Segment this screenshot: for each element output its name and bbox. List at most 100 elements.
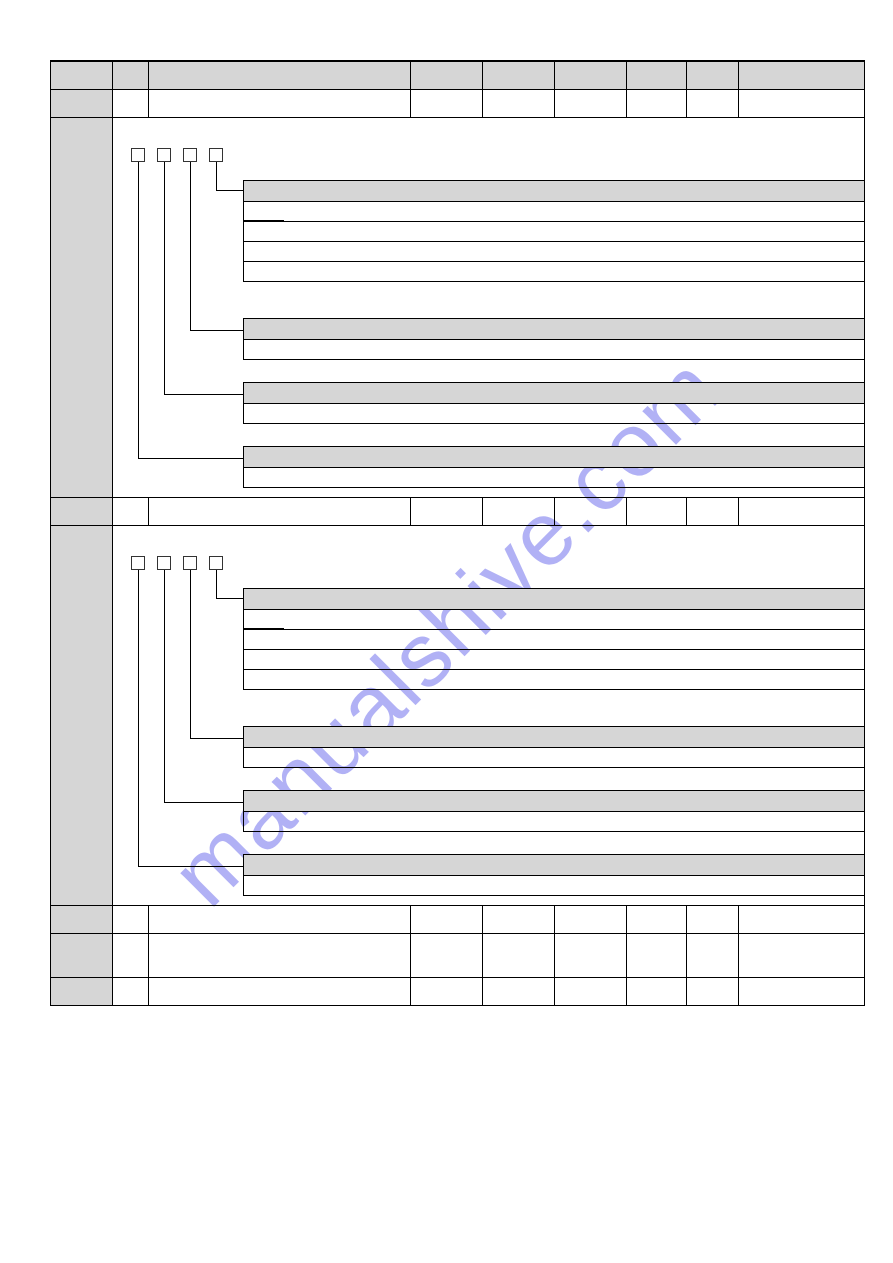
bit-group-header — [243, 382, 864, 404]
reset-cell — [687, 90, 739, 118]
bit-group — [243, 382, 864, 424]
default-cell — [555, 934, 627, 978]
bit-square — [209, 556, 223, 570]
bit-option-row — [243, 468, 864, 488]
range-cell — [411, 90, 483, 118]
connector-line — [216, 162, 217, 190]
connector-line — [164, 802, 243, 803]
bit-cell — [113, 90, 149, 118]
bit-option-row — [243, 630, 864, 650]
bit-group — [243, 318, 864, 360]
connector-line — [216, 570, 217, 598]
hdr-type — [739, 62, 865, 90]
table-header-row — [51, 62, 865, 90]
access-cell — [627, 90, 687, 118]
bit-option-row — [243, 670, 864, 690]
connector-line — [190, 162, 191, 330]
bitfield-diagram — [113, 118, 864, 497]
bit-square — [157, 148, 171, 162]
bit-option-row — [243, 812, 864, 832]
range-cell — [411, 934, 483, 978]
unit-cell — [483, 90, 555, 118]
default-cell — [555, 978, 627, 1006]
hdr-label — [149, 62, 411, 90]
bit-option-row — [243, 610, 864, 630]
access-cell — [627, 978, 687, 1006]
reg-row — [51, 934, 865, 978]
connector-line — [138, 866, 243, 867]
connector-line — [216, 598, 243, 599]
reset-cell — [687, 978, 739, 1006]
hdr-addr — [51, 62, 113, 90]
bitfield-diagram — [113, 526, 864, 905]
bit-option-row — [243, 748, 864, 768]
bit-option-code — [244, 202, 284, 221]
addr-cell — [51, 90, 113, 118]
addr-cell — [51, 934, 113, 978]
addr-cell — [51, 978, 113, 1006]
connector-line — [164, 162, 165, 394]
addr-cell — [51, 118, 113, 498]
type-cell — [739, 90, 865, 118]
hdr-reset — [687, 62, 739, 90]
bit-group-header — [243, 854, 864, 876]
type-cell — [739, 498, 865, 526]
addr-cell — [51, 526, 113, 906]
label-cell — [149, 498, 411, 526]
bit-option-code — [244, 610, 284, 629]
bit-group-header — [243, 790, 864, 812]
bit-option-row — [243, 650, 864, 670]
bit-cell — [113, 498, 149, 526]
addr-cell — [51, 498, 113, 526]
label-cell — [149, 906, 411, 934]
bitfield-container — [113, 118, 865, 498]
connector-line — [216, 190, 243, 191]
access-cell — [627, 934, 687, 978]
bit-group — [243, 790, 864, 832]
label-cell — [149, 90, 411, 118]
bit-group — [243, 180, 864, 282]
bitfield-container — [113, 526, 865, 906]
bitfield-row — [51, 526, 865, 906]
access-cell — [627, 906, 687, 934]
reg-row — [51, 978, 865, 1006]
bit-square — [183, 556, 197, 570]
connector-line — [164, 394, 243, 395]
bit-square — [183, 148, 197, 162]
connector-line — [190, 738, 243, 739]
default-cell — [555, 906, 627, 934]
bit-option-row — [243, 202, 864, 222]
bit-cell — [113, 934, 149, 978]
reg-row — [51, 90, 865, 118]
default-cell — [555, 90, 627, 118]
connector-line — [190, 330, 243, 331]
reset-cell — [687, 906, 739, 934]
range-cell — [411, 906, 483, 934]
connector-line — [164, 570, 165, 802]
range-cell — [411, 498, 483, 526]
reset-cell — [687, 934, 739, 978]
bit-option-row — [243, 876, 864, 896]
bit-group-header — [243, 446, 864, 468]
addr-cell — [51, 906, 113, 934]
type-cell — [739, 906, 865, 934]
unit-cell — [483, 498, 555, 526]
bit-option-row — [243, 222, 864, 242]
unit-cell — [483, 934, 555, 978]
bit-square — [157, 556, 171, 570]
bit-cell — [113, 906, 149, 934]
register-table — [50, 61, 865, 1006]
reg-row — [51, 498, 865, 526]
hdr-unit — [483, 62, 555, 90]
bit-group — [243, 588, 864, 690]
bit-option-row — [243, 340, 864, 360]
unit-cell — [483, 978, 555, 1006]
page-content — [50, 60, 865, 1213]
type-cell — [739, 934, 865, 978]
connector-line — [138, 162, 139, 458]
access-cell — [627, 498, 687, 526]
connector-line — [138, 570, 139, 866]
bit-square — [131, 148, 145, 162]
bit-group — [243, 854, 864, 896]
type-cell — [739, 978, 865, 1006]
